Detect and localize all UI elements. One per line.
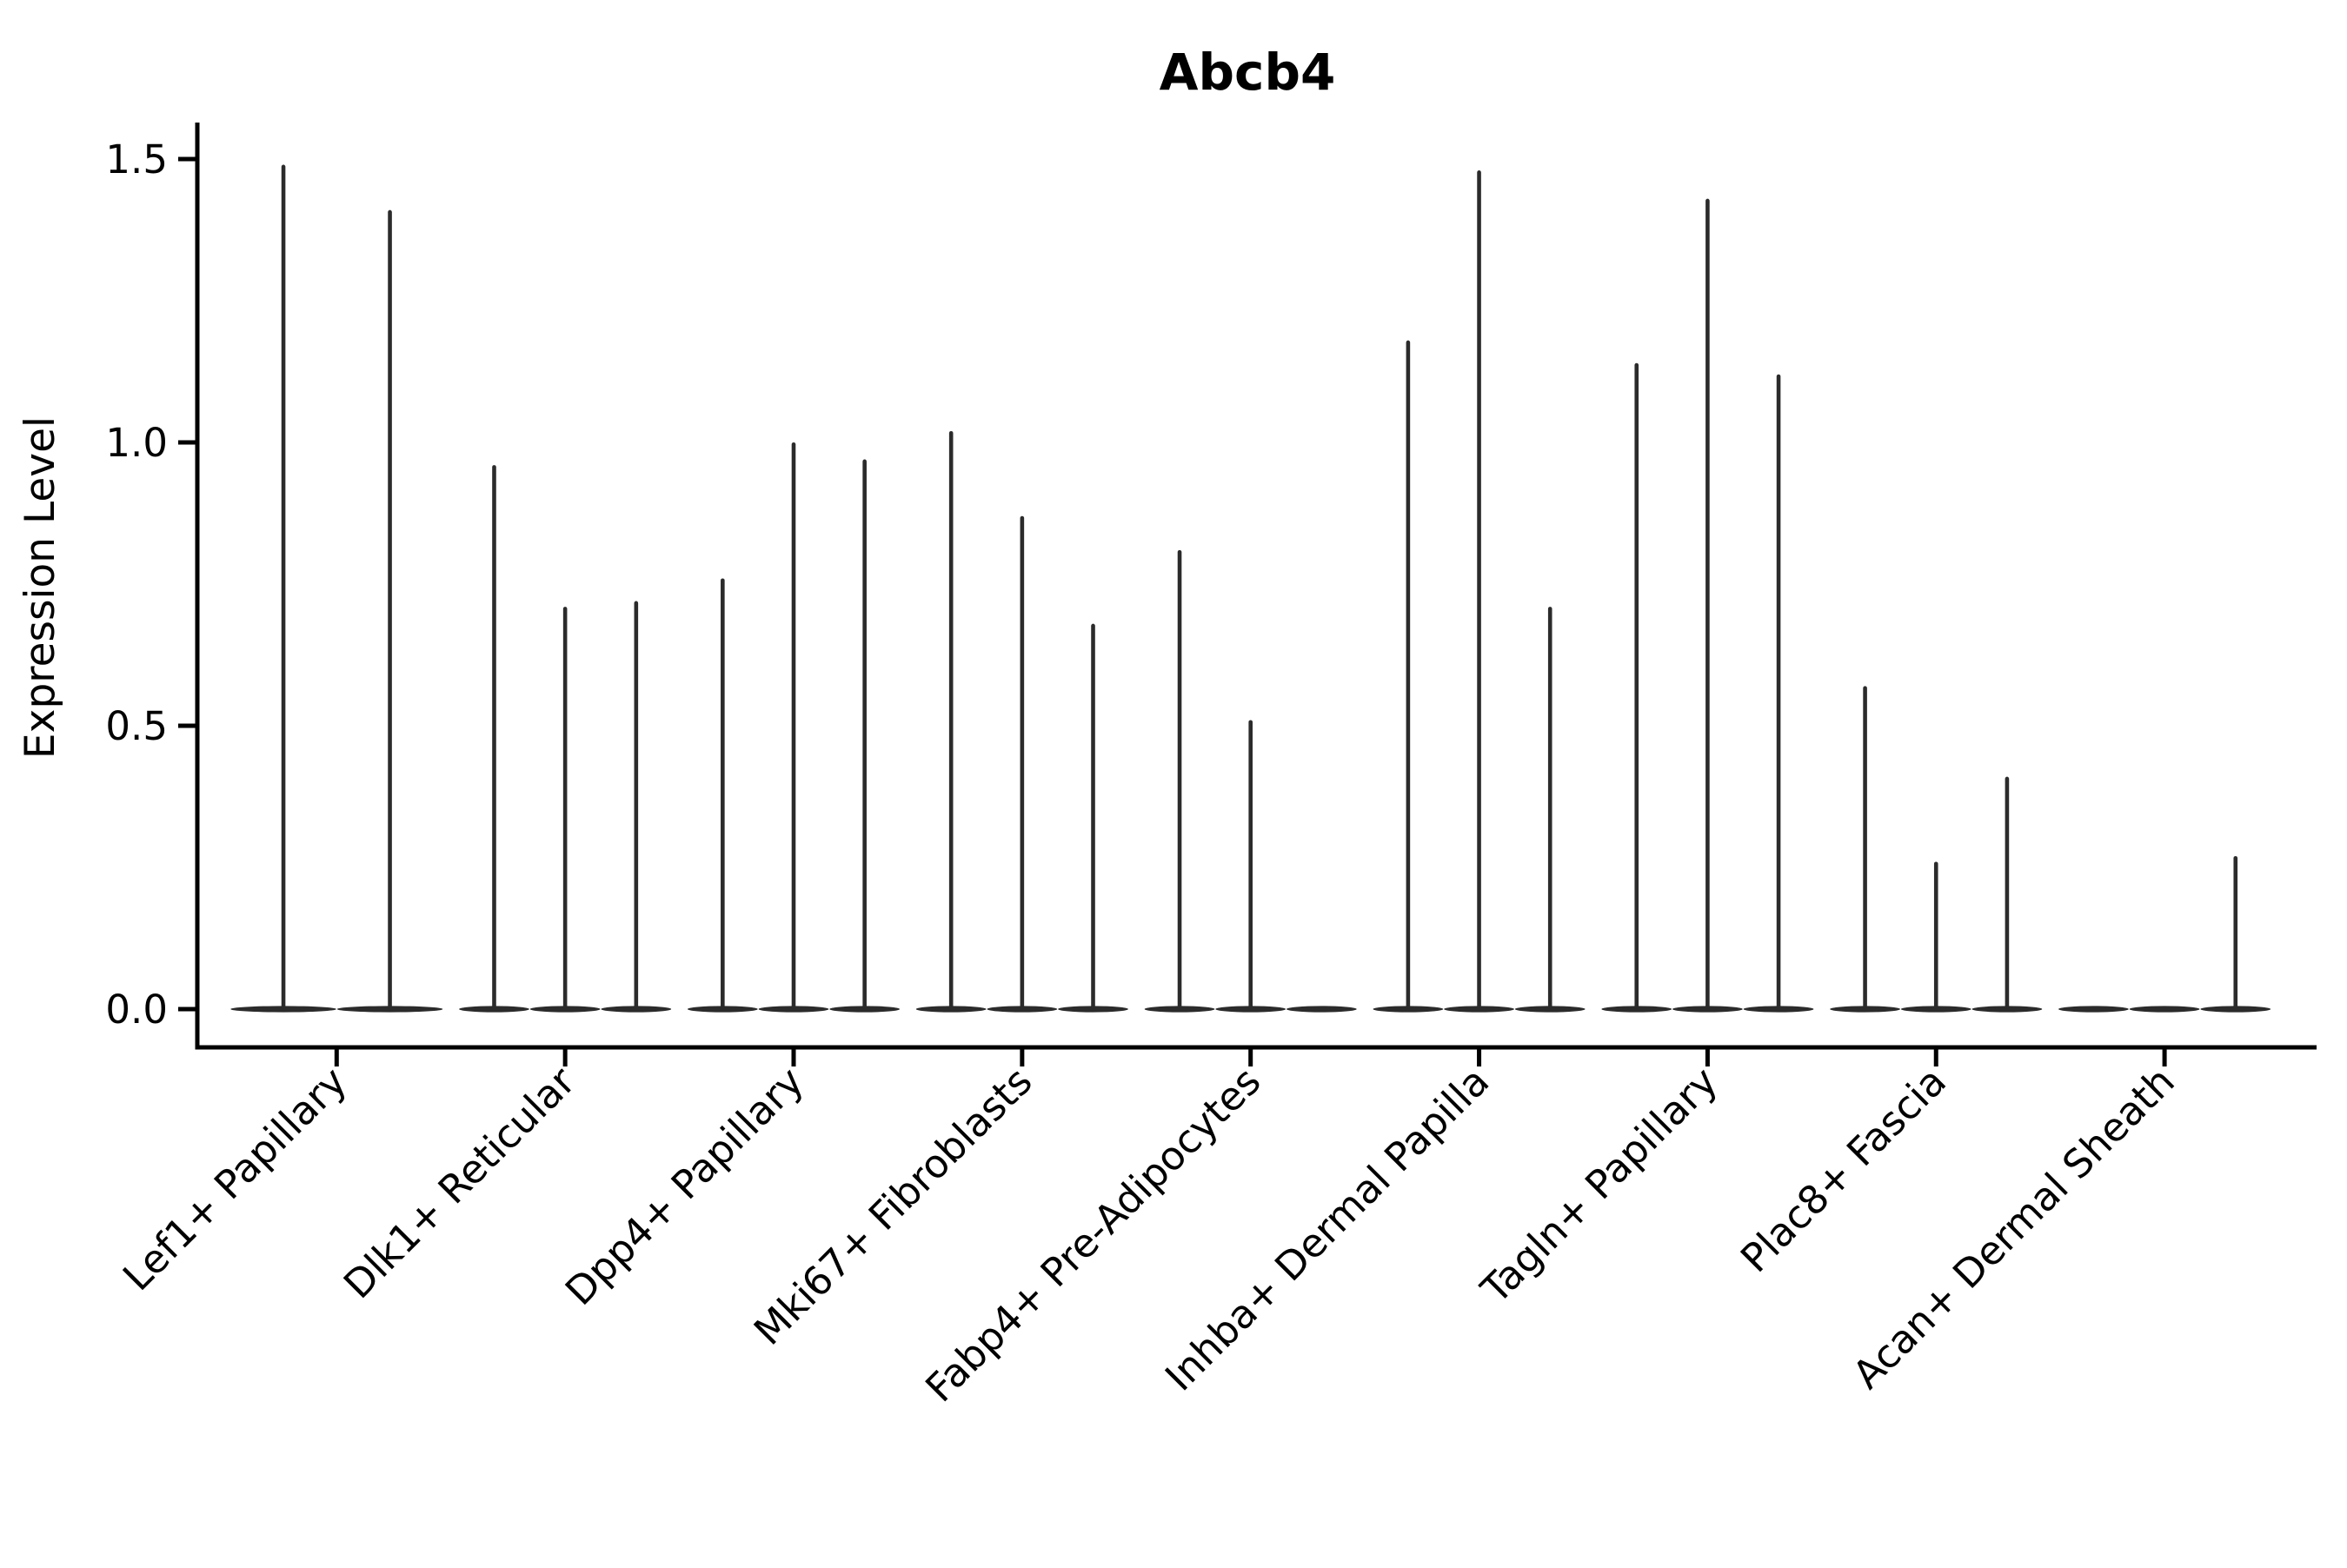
violin-spike (2233, 855, 2238, 1009)
y-tick-label: 0.0 (105, 987, 168, 1033)
violin-body (1971, 1006, 2043, 1013)
violin-body (688, 1006, 758, 1013)
violin-body (2129, 1006, 2200, 1013)
violin-layer (230, 164, 2271, 1013)
axes-layer: 0.0 0.5 1.0 1.5 (105, 123, 2317, 1050)
chart-title: Abcb4 (1160, 43, 1336, 102)
x-tick-label: Dlk1+ Reticular (335, 1058, 584, 1307)
violin-spike (862, 459, 867, 1009)
y-axis-label: Expression Level (17, 416, 64, 759)
violin-spike (1020, 515, 1025, 1009)
violin-body (529, 1006, 601, 1013)
violin-spike (1477, 170, 1481, 1010)
violin-spike (1177, 549, 1182, 1009)
x-tick-label: Plac8+ Fascia (1732, 1058, 1955, 1281)
violin-body (459, 1006, 529, 1013)
violin-spike (1933, 861, 1938, 1009)
violin-spike (634, 601, 639, 1009)
violin-spike (1776, 374, 1781, 1009)
violin-spike (388, 209, 392, 1009)
violin-body (1601, 1006, 1672, 1013)
violin-spike (1248, 720, 1253, 1009)
y-tick-label: 1.0 (105, 420, 168, 466)
violin-body (987, 1006, 1058, 1013)
violin-spike (2005, 776, 2010, 1009)
y-tick-label: 0.5 (105, 703, 168, 749)
violin-spike (492, 465, 496, 1009)
x-tick-label: Lef1+ Papillary (114, 1058, 356, 1299)
violin-spike (1091, 623, 1095, 1009)
violin-spike (1406, 340, 1411, 1009)
violin-spike (721, 578, 725, 1009)
violin-spike (1634, 362, 1639, 1010)
violin-spike (562, 607, 568, 1009)
violin-spike (948, 430, 954, 1010)
violin-spike (281, 164, 286, 1009)
violin-body (829, 1006, 900, 1013)
violin-spike (791, 442, 796, 1009)
violin-spike (1863, 686, 1867, 1009)
violin-body (1287, 1006, 1357, 1013)
violin-spike (1547, 607, 1552, 1009)
violin-body (2058, 1006, 2129, 1013)
y-tick-label: 1.5 (105, 136, 168, 183)
violin-spike (1705, 198, 1710, 1009)
x-tick-label: Dpp4+ Papillary (556, 1058, 813, 1314)
x-tick-label: Tagln+ Papillary (1472, 1058, 1726, 1312)
